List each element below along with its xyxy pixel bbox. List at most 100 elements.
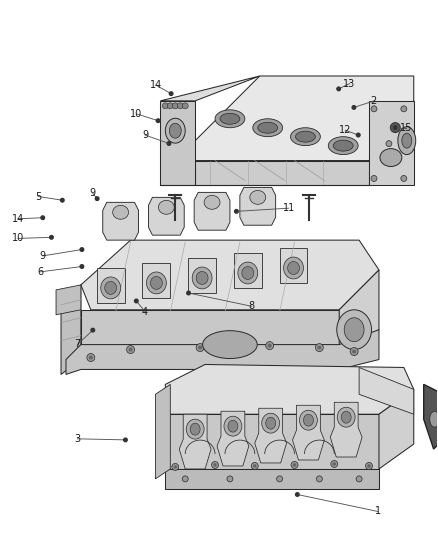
Ellipse shape	[337, 407, 355, 427]
Circle shape	[227, 476, 233, 482]
Ellipse shape	[344, 318, 364, 342]
Ellipse shape	[341, 411, 351, 423]
Circle shape	[291, 462, 298, 469]
Polygon shape	[217, 411, 249, 466]
Ellipse shape	[186, 419, 204, 439]
Ellipse shape	[296, 131, 315, 142]
Ellipse shape	[337, 310, 371, 350]
Text: 12: 12	[339, 125, 351, 135]
Polygon shape	[293, 405, 324, 460]
Ellipse shape	[266, 417, 276, 429]
Circle shape	[177, 103, 183, 109]
Polygon shape	[188, 258, 216, 293]
Circle shape	[277, 476, 283, 482]
Text: 10: 10	[130, 109, 142, 119]
Circle shape	[172, 103, 178, 109]
Circle shape	[87, 353, 95, 361]
Polygon shape	[148, 197, 184, 235]
Polygon shape	[165, 414, 379, 469]
Text: 15: 15	[400, 123, 412, 133]
Text: 4: 4	[142, 306, 148, 317]
Text: 10: 10	[12, 233, 24, 244]
Ellipse shape	[215, 110, 245, 128]
Polygon shape	[66, 330, 379, 375]
Polygon shape	[234, 253, 262, 288]
Text: 9: 9	[40, 251, 46, 261]
Circle shape	[162, 103, 168, 109]
Circle shape	[172, 464, 179, 471]
Text: 6: 6	[38, 267, 44, 277]
Text: 8: 8	[249, 301, 255, 311]
Polygon shape	[339, 270, 379, 360]
Circle shape	[80, 265, 84, 268]
Circle shape	[170, 92, 173, 95]
Circle shape	[196, 344, 204, 352]
Ellipse shape	[203, 330, 257, 359]
Polygon shape	[97, 268, 124, 303]
Circle shape	[213, 463, 217, 467]
Circle shape	[356, 476, 362, 482]
Polygon shape	[279, 248, 307, 283]
Ellipse shape	[196, 271, 208, 285]
Ellipse shape	[304, 414, 314, 426]
Polygon shape	[81, 240, 379, 310]
Text: 1: 1	[375, 506, 381, 516]
Circle shape	[182, 476, 188, 482]
Ellipse shape	[242, 266, 254, 279]
Text: 2: 2	[371, 96, 377, 106]
Text: 14: 14	[150, 80, 162, 90]
Circle shape	[331, 461, 338, 467]
Ellipse shape	[170, 123, 181, 138]
Ellipse shape	[290, 128, 320, 146]
Circle shape	[357, 133, 360, 137]
Polygon shape	[379, 389, 414, 469]
Ellipse shape	[253, 119, 283, 136]
Ellipse shape	[228, 420, 238, 432]
Circle shape	[332, 462, 336, 466]
Circle shape	[173, 465, 177, 469]
Circle shape	[212, 462, 219, 469]
Ellipse shape	[288, 262, 300, 274]
Ellipse shape	[380, 149, 402, 166]
Circle shape	[352, 350, 356, 353]
Ellipse shape	[113, 205, 129, 219]
Ellipse shape	[146, 272, 166, 294]
Circle shape	[235, 209, 238, 213]
Ellipse shape	[333, 140, 353, 151]
Polygon shape	[369, 101, 414, 185]
Polygon shape	[424, 384, 438, 449]
Circle shape	[350, 348, 358, 356]
Ellipse shape	[204, 196, 220, 209]
Circle shape	[268, 344, 272, 348]
Circle shape	[41, 216, 45, 220]
Polygon shape	[330, 402, 362, 457]
Circle shape	[167, 103, 173, 109]
Circle shape	[198, 345, 202, 350]
Polygon shape	[195, 76, 414, 160]
Circle shape	[60, 198, 64, 202]
Circle shape	[89, 356, 93, 360]
Circle shape	[127, 345, 134, 353]
Polygon shape	[195, 160, 369, 185]
Ellipse shape	[105, 281, 117, 294]
Text: 3: 3	[74, 434, 81, 444]
Circle shape	[318, 345, 321, 350]
Circle shape	[315, 344, 323, 352]
Polygon shape	[160, 101, 195, 185]
Circle shape	[167, 142, 171, 146]
Text: 7: 7	[74, 340, 81, 350]
Circle shape	[390, 123, 400, 133]
Circle shape	[371, 106, 377, 112]
Ellipse shape	[300, 410, 318, 430]
Circle shape	[124, 438, 127, 442]
Ellipse shape	[165, 118, 185, 143]
Circle shape	[401, 175, 407, 181]
Ellipse shape	[220, 114, 240, 124]
Ellipse shape	[224, 416, 242, 436]
Circle shape	[253, 464, 257, 468]
Circle shape	[366, 463, 373, 470]
Circle shape	[337, 87, 340, 91]
Polygon shape	[56, 285, 81, 315]
Circle shape	[386, 141, 392, 147]
Circle shape	[156, 119, 160, 123]
